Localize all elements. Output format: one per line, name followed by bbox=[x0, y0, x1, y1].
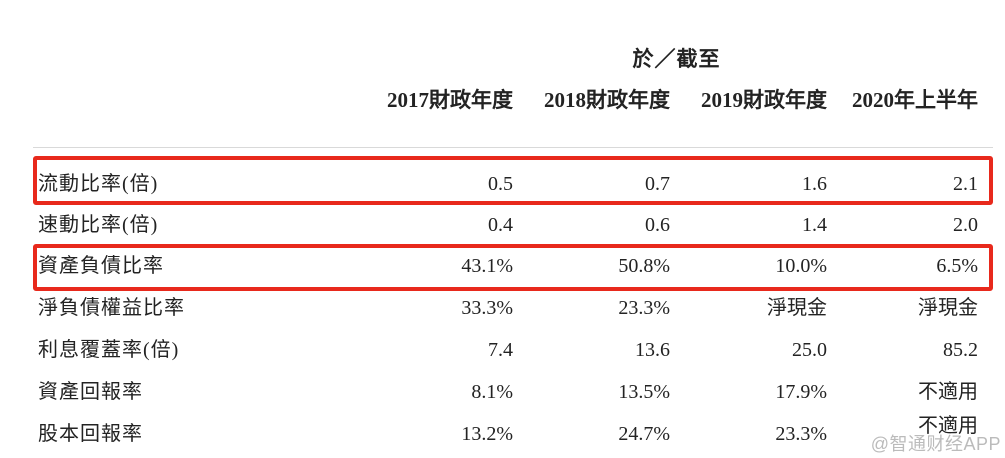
row-value: 2.1 bbox=[953, 173, 978, 195]
row-value: 23.3% bbox=[618, 297, 670, 319]
table-row-return-on-assets: 資產回報率 8.1% 13.5% 17.9% 不適用 bbox=[38, 380, 978, 405]
row-value: 1.4 bbox=[802, 214, 827, 236]
row-value: 24.7% bbox=[618, 423, 670, 445]
column-header-fy2018: 2018財政年度 bbox=[544, 88, 670, 112]
row-label: 利息覆蓋率(倍) bbox=[38, 339, 180, 361]
column-header-fy2019: 2019財政年度 bbox=[701, 88, 827, 112]
column-header-spacer bbox=[38, 88, 338, 113]
row-label: 淨負債權益比率 bbox=[38, 297, 185, 319]
watermark-text: @智通财经APP bbox=[870, 434, 1001, 454]
row-value: 13.6 bbox=[635, 339, 670, 361]
table-row-return-on-equity: 股本回報率 13.2% 24.7% 23.3% 不適用 bbox=[38, 415, 978, 447]
row-value: 2.0 bbox=[953, 214, 978, 236]
row-value: 23.3% bbox=[775, 423, 827, 445]
row-label: 資產負債比率 bbox=[38, 255, 164, 277]
row-value: 6.5% bbox=[936, 255, 978, 277]
row-value: 13.2% bbox=[461, 423, 513, 445]
row-label: 股本回報率 bbox=[38, 423, 143, 445]
header-divider-line bbox=[33, 147, 993, 148]
row-value: 淨現金 bbox=[918, 297, 978, 319]
column-header-fy2017: 2017財政年度 bbox=[387, 88, 513, 112]
row-value: 8.1% bbox=[471, 381, 513, 403]
row-value: 25.0 bbox=[792, 339, 827, 361]
row-value: 0.4 bbox=[488, 214, 513, 236]
row-value: 0.7 bbox=[645, 173, 670, 195]
row-value: 0.6 bbox=[645, 214, 670, 236]
table-column-header-row: 2017財政年度 2018財政年度 2019財政年度 2020年上半年 bbox=[38, 88, 978, 113]
row-value: 不適用 bbox=[918, 415, 978, 437]
table-row-net-gearing-ratio: 淨負債權益比率 33.3% 23.3% 淨現金 淨現金 bbox=[38, 296, 978, 321]
row-value: 50.8% bbox=[618, 255, 670, 277]
row-value: 不適用 bbox=[918, 381, 978, 403]
table-row-current-ratio: 流動比率(倍) 0.5 0.7 1.6 2.1 bbox=[38, 172, 978, 197]
row-value: 1.6 bbox=[802, 173, 827, 195]
row-value: 0.5 bbox=[488, 173, 513, 195]
table-row-debt-asset-ratio: 資產負債比率 43.1% 50.8% 10.0% 6.5% bbox=[38, 254, 978, 279]
row-value: 13.5% bbox=[618, 381, 670, 403]
table-row-interest-coverage: 利息覆蓋率(倍) 7.4 13.6 25.0 85.2 bbox=[38, 338, 978, 363]
row-label: 速動比率(倍) bbox=[38, 214, 159, 236]
table-period-header: 於／截至 bbox=[632, 47, 721, 71]
row-value: 85.2 bbox=[943, 339, 978, 361]
row-label: 流動比率(倍) bbox=[38, 173, 159, 195]
row-value: 33.3% bbox=[461, 297, 513, 319]
row-label: 資產回報率 bbox=[38, 381, 143, 403]
row-value: 17.9% bbox=[775, 381, 827, 403]
row-value: 淨現金 bbox=[767, 297, 827, 319]
row-value: 43.1% bbox=[461, 255, 513, 277]
column-header-h1-2020: 2020年上半年 bbox=[852, 88, 978, 112]
table-row-quick-ratio: 速動比率(倍) 0.4 0.6 1.4 2.0 bbox=[38, 213, 978, 238]
row-value: 7.4 bbox=[488, 339, 513, 361]
row-value: 10.0% bbox=[775, 255, 827, 277]
